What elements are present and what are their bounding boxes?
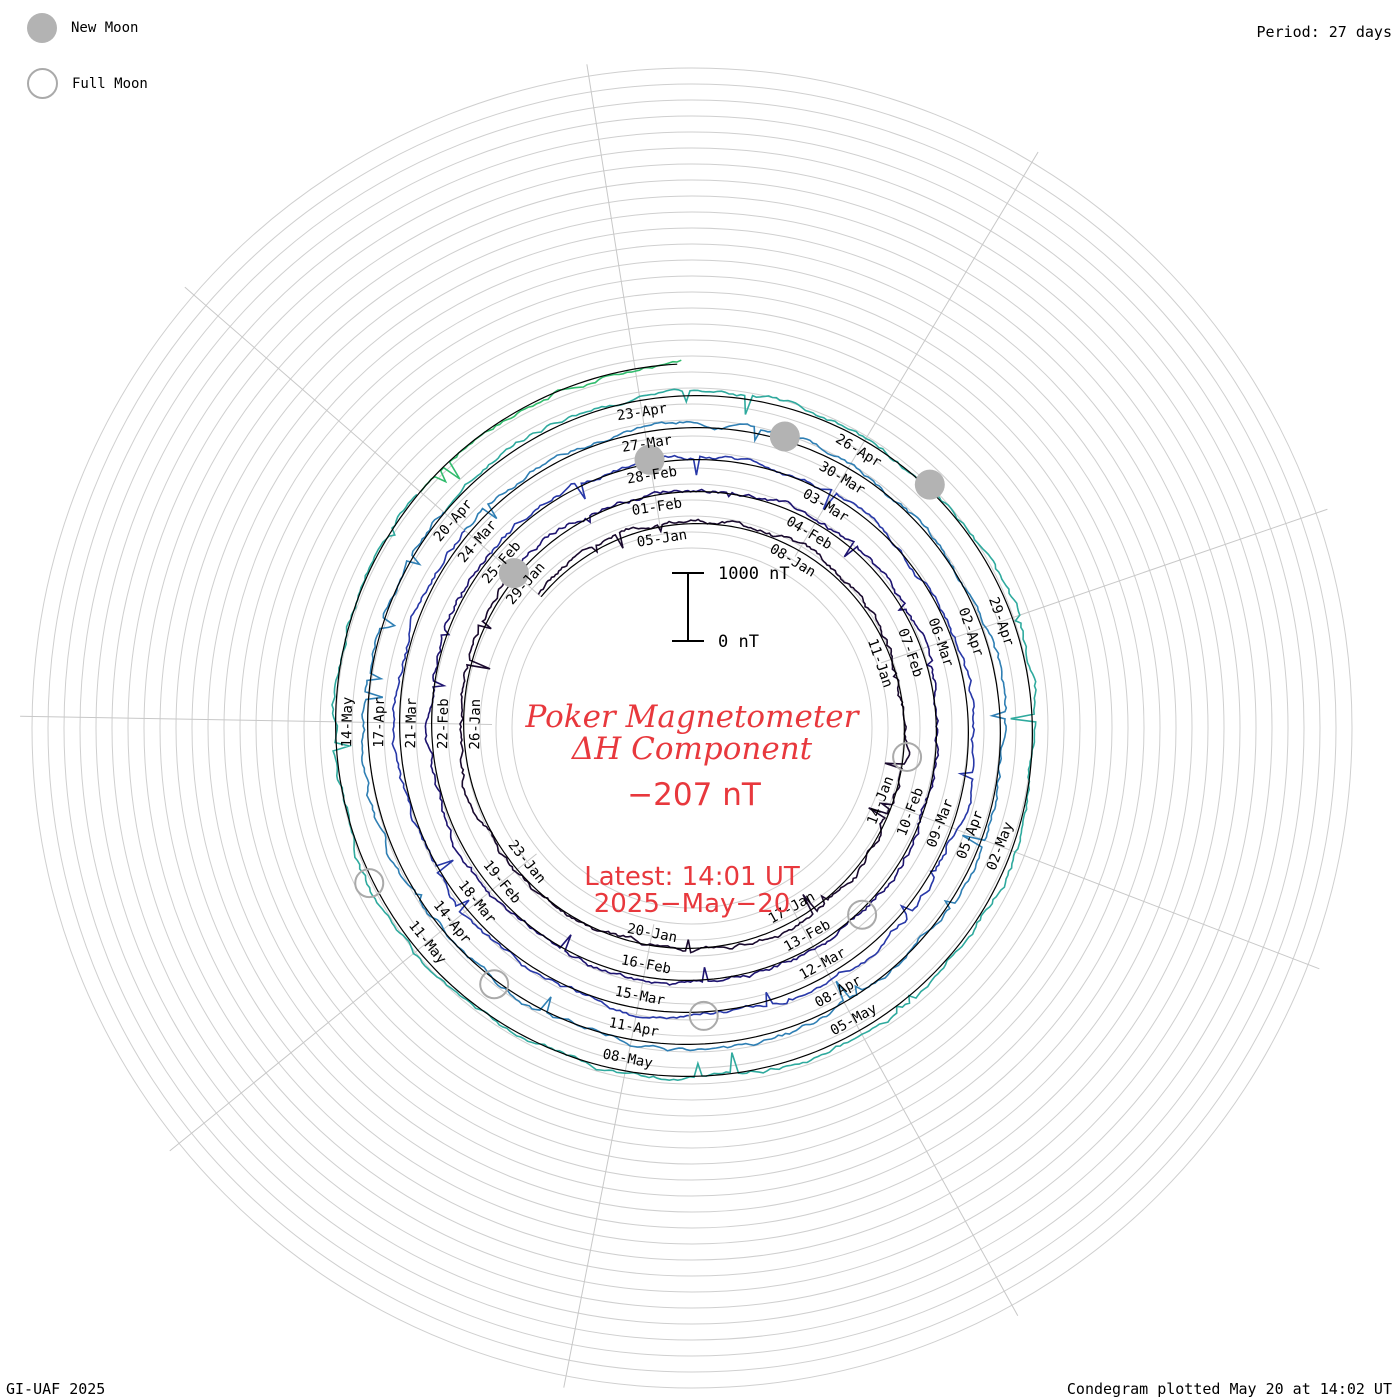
grid-circle [271,307,1113,1149]
chart-subtitle: ΔH Component [571,731,813,767]
date-tick-label: 26-Jan [467,699,484,750]
legend-new-moon: New Moon [27,13,138,43]
grid-circle [255,291,1129,1165]
center-info: Poker Magnetometer ΔH Component −207 nT … [525,699,861,919]
radial-spoke [788,902,1019,1316]
footer-plotted: Condegram plotted May 20 at 14:02 UT [1066,1380,1392,1398]
grid-circle [303,339,1081,1117]
radial-spoke [20,715,493,726]
baseline-spiral [334,363,1034,1077]
radial-spoke [169,853,537,1152]
latest-time: Latest: 14:01 UT [584,862,800,892]
full-moon-marker [847,899,878,930]
date-tick-label: 14-May [339,697,356,748]
full-moon-icon [27,68,58,99]
new-moon-icon [27,13,57,43]
grid-circle [319,355,1065,1101]
series-line [391,454,976,1020]
grid-circle [207,243,1177,1213]
radial-spoke [794,151,1039,557]
grid-circle [47,83,1337,1373]
radial-spoke [184,286,542,598]
date-tick-label: 22-Feb [435,698,452,749]
legend-full-moon: Full Moon [27,68,148,99]
grid-circle [63,99,1321,1357]
series-line [419,359,682,493]
date-tick-label: 21-Mar [403,698,420,749]
legend-full-moon-label: Full Moon [72,75,148,92]
latest-date: 2025−May−20 [594,889,791,919]
date-tick-label: 09-Mar [924,797,957,850]
grid-circle [127,163,1257,1293]
scale-bottom-label: 0 nT [718,632,759,652]
date-tick-label: 14-Jan [864,774,897,827]
series-line [360,420,1008,1052]
grid-circle [159,195,1225,1261]
grid-circle [111,147,1273,1309]
grid-circle [79,115,1305,1341]
period-label: Period: 27 days [1256,23,1392,41]
footer-credit: GI-UAF 2025 [6,1380,106,1398]
new-moon-marker [769,421,800,452]
series-line [331,388,1037,1082]
current-value: −207 nT [627,777,762,813]
full-moon-marker [354,868,385,899]
grid-circle [287,323,1097,1133]
legend-new-moon-label: New Moon [71,20,139,36]
date-tick-label: 17-Apr [371,697,388,748]
grid-circle [175,211,1209,1245]
date-tick-label: 05-Apr [954,808,987,861]
baseline-spiral-path [334,363,1034,1077]
date-tick-label: 06-Mar [925,616,957,669]
scale-top-label: 1000 nT [718,564,790,584]
new-moon-marker [634,444,665,475]
moon-markers [354,421,945,1031]
grid-circle [95,131,1289,1325]
date-tick-label: 07-Feb [894,626,926,679]
grid-circle [223,259,1161,1197]
scale-bar: 1000 nT 0 nT [672,564,790,652]
full-moon-marker [688,1000,719,1031]
new-moon-marker [498,558,529,589]
date-tick-label: 01-Feb [631,495,683,519]
grid-circle [191,227,1193,1229]
grid-circle [495,531,889,925]
grid-circle [143,179,1241,1277]
grid-circle [511,547,873,909]
series-line [459,518,911,954]
new-moon-marker [914,469,945,500]
date-tick-label: 11-Jan [864,637,896,690]
radial-spoke [563,924,655,1388]
date-tick-label: 28-Feb [626,464,678,488]
date-tick-label: 05-Jan [636,527,688,551]
grid-circle [239,275,1145,1181]
date-tick-label: 29-Apr [985,595,1017,648]
date-tick-label: 23-Apr [616,401,668,425]
full-moon-marker [892,741,923,772]
data-series [331,359,1037,1082]
date-tick-label: 27-Mar [621,432,673,456]
grid-circle [31,67,1353,1389]
full-moon-marker [479,969,510,1000]
chart-title: Poker Magnetometer [525,699,861,735]
